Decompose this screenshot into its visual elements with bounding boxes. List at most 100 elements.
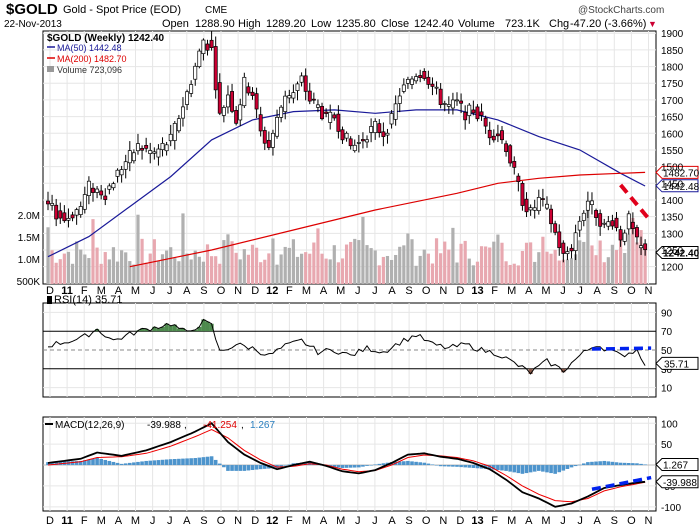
volume-bar: [602, 262, 606, 284]
chg-value: -47.20 (-3.66%): [570, 18, 646, 30]
close-price-tag: 1242.40: [663, 249, 700, 260]
macd-histogram-bar: [336, 465, 341, 468]
instrument-name: Gold - Spot Price (EOD): [63, 4, 181, 16]
volume-bar: [50, 250, 54, 284]
candle-body: [307, 90, 312, 102]
rsi-overbought-fill: [209, 323, 214, 332]
candle-body: [594, 210, 599, 218]
macd-histogram-bar: [222, 465, 226, 468]
candle-body: [569, 247, 574, 252]
macd-histogram-bar: [283, 465, 288, 466]
macd-histogram-bar: [373, 464, 377, 466]
macd-histogram-bar: [87, 459, 91, 466]
macd-histogram-bar: [594, 461, 598, 466]
volume-bar: [181, 213, 185, 284]
close-price-tag-box: [655, 246, 699, 260]
date-label-top: J: [167, 285, 173, 297]
date-label-top: A: [594, 285, 602, 297]
candle-body: [131, 152, 136, 162]
volume-bar: [385, 255, 390, 284]
volume-bar: [475, 261, 480, 284]
candle-body: [385, 132, 390, 136]
exchange: CME: [205, 5, 228, 16]
volume-bar: [529, 242, 533, 284]
date-label-bottom: M: [541, 515, 550, 527]
macd-histogram-bar: [602, 460, 607, 466]
ma50-price-tag-box: [655, 179, 699, 193]
date-label-top: N: [439, 285, 447, 297]
macd-histogram-bar: [234, 465, 238, 471]
volume-bar: [344, 244, 349, 284]
candle-body: [217, 82, 222, 114]
volume-bars: [46, 207, 647, 284]
volume-bar: [160, 254, 165, 284]
date-label-top: O: [627, 285, 636, 297]
macd-histogram-bar: [528, 465, 533, 473]
volume-bar: [353, 238, 357, 284]
macd-histogram-bar: [610, 461, 615, 466]
rsi-blue-dash: [591, 346, 652, 351]
macd-histogram-bar: [152, 460, 157, 466]
ma200-price-tag-box: [655, 165, 699, 179]
macd-histogram-bar: [626, 462, 631, 466]
volume-bar: [62, 253, 66, 284]
date-label-bottom: D: [251, 515, 259, 527]
date-label-top: A: [115, 285, 123, 297]
macd-histogram-bar: [549, 465, 553, 474]
date-label-bottom: A: [388, 515, 396, 527]
candle-body: [189, 84, 194, 94]
date-label-bottom: O: [627, 515, 636, 527]
candle-body: [524, 198, 529, 213]
date-label-bottom: F: [81, 515, 88, 527]
macd-histogram-bar: [520, 465, 525, 474]
macd-histogram-bar: [99, 459, 103, 466]
volume-bar: [565, 259, 570, 284]
volume-bar: [533, 261, 537, 284]
candle-body: [438, 88, 443, 105]
macd-histogram-bar: [557, 465, 562, 473]
price-tick-label: 1500: [661, 163, 684, 174]
volume-bar: [103, 252, 107, 284]
date-label-top: D: [46, 285, 54, 297]
volume-bar: [91, 219, 95, 284]
volume-bar: [70, 263, 75, 284]
volume-bar: [173, 258, 177, 284]
volume-bar: [214, 256, 218, 284]
volume-bar: [316, 228, 320, 284]
macd-hist-tag-box: [655, 458, 699, 472]
macd-value: -39.988: [147, 420, 181, 431]
close-label: Close: [381, 18, 409, 30]
candle-body: [70, 214, 75, 219]
date-label-top: F: [81, 285, 88, 297]
candle-body: [602, 222, 607, 225]
volume-bar: [369, 248, 373, 284]
macd-histogram-bar: [614, 462, 619, 466]
macd-histogram-bar: [590, 461, 594, 466]
rsi-overbought-fill: [140, 328, 145, 332]
candle-body: [369, 126, 374, 133]
candle-body: [598, 213, 603, 227]
open-label: Open: [162, 18, 189, 30]
rsi-overbought-fill: [201, 319, 206, 332]
date-label-bottom: N: [645, 515, 653, 527]
date-label-bottom: J: [167, 515, 173, 527]
macd-histogram-bar: [410, 461, 414, 466]
candle-body: [156, 148, 161, 158]
volume-bar: [210, 256, 214, 284]
candle-body: [123, 161, 128, 170]
high-value: 1289.20: [266, 18, 306, 30]
date-label-top: J: [355, 285, 361, 297]
price-tick-label: 1450: [661, 179, 684, 190]
candle-body: [283, 95, 288, 112]
volume-bar: [349, 241, 353, 284]
candle-body: [185, 91, 190, 105]
volume-bar: [627, 234, 631, 284]
candle-body: [111, 183, 116, 189]
macd-histogram-bar: [226, 465, 230, 471]
price-tick-label: 1800: [661, 63, 684, 74]
volume-tick-label: 1.5M: [18, 233, 40, 244]
candle-body: [160, 143, 165, 151]
volume-bar: [484, 246, 488, 284]
date-label-bottom: J: [372, 515, 378, 527]
macd-signal-line: [47, 428, 646, 503]
